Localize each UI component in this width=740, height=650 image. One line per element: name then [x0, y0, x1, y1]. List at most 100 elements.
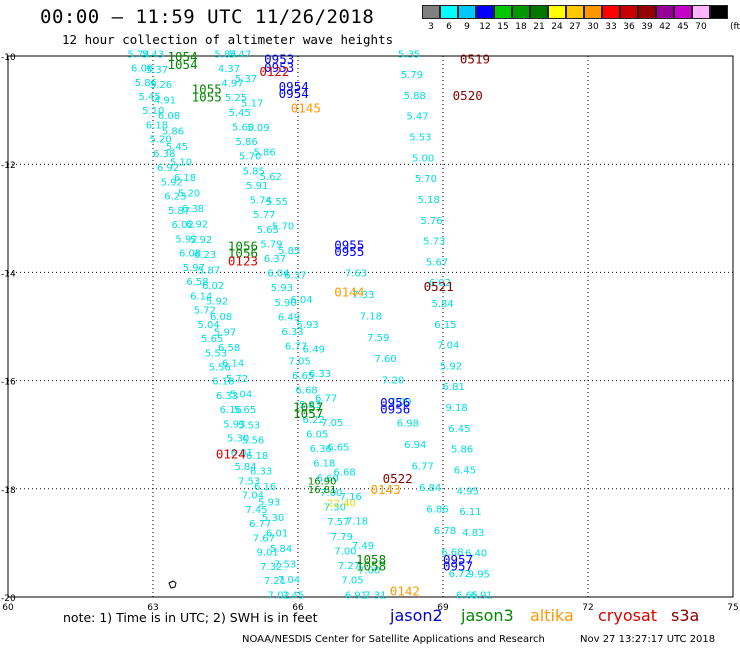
satellite-legend-cryosat: cryosat	[598, 606, 658, 625]
swh-value: 6.40	[465, 549, 487, 560]
colorbar-label: 27	[569, 22, 581, 32]
swh-value: 5.17	[241, 98, 263, 109]
satellite-legend-jason2: jason2	[390, 606, 443, 625]
swh-value: 5.92	[190, 235, 212, 246]
swh-value: 6.18	[212, 377, 234, 388]
swh-value: 7.45	[282, 590, 304, 601]
pass-time-label: 1057	[293, 400, 323, 415]
swh-value: 7.27	[338, 561, 360, 572]
lat-tick-label: -20	[1, 594, 16, 604]
swh-value: 5.20	[178, 188, 200, 199]
colorbar-swatch	[638, 5, 656, 19]
swh-value: 5.97	[183, 263, 205, 274]
colorbar-label: 70	[695, 22, 707, 32]
colorbar-label: 21	[533, 22, 545, 32]
swh-value: 5.55	[266, 197, 288, 208]
pass-time-label: 0123	[228, 253, 258, 268]
lon-tick-label: 69	[437, 603, 449, 613]
swh-value: 5.73	[423, 237, 445, 248]
colorbar-unit: (ft)	[730, 22, 740, 32]
swh-value: 7.57	[327, 517, 349, 528]
swh-value: 6.33	[309, 369, 331, 380]
swh-value: 5.86	[451, 445, 473, 456]
colorbar-label: 39	[641, 22, 653, 32]
swh-value: 4.91	[154, 96, 176, 107]
swh-value: 7.49	[352, 541, 374, 552]
swh-value: 7.02	[268, 590, 290, 601]
swh-value: 7.67	[253, 533, 275, 544]
swh-value: 6.23	[194, 250, 216, 261]
swh-value: 5.47	[406, 112, 428, 123]
colorbar-label: 3	[428, 22, 434, 32]
swh-value: 4.37	[218, 64, 240, 75]
pass-time-label: 1054	[168, 57, 198, 72]
swh-value: 5.30	[227, 434, 249, 445]
swh-value: 5.04	[230, 389, 252, 400]
swh-value: 6.45	[448, 424, 470, 435]
swh-value: 5.65	[234, 405, 256, 416]
swh-value: 7.04	[278, 575, 300, 586]
swh-value: 6.11	[459, 507, 481, 518]
swh-value: 6.65	[456, 590, 478, 601]
swh-value: 5.86	[236, 137, 258, 148]
swh-value: 5.72	[226, 374, 248, 385]
swh-value: 5.70	[415, 174, 437, 185]
swh-value: 5.84	[270, 544, 292, 555]
swh-value: 5.43	[142, 49, 164, 60]
colorbar-label: 33	[605, 22, 617, 32]
swh-value: 4.97	[221, 79, 243, 90]
swh-value: 5.86	[135, 78, 157, 89]
swh-value: 7.63	[345, 268, 367, 279]
swh-value: 6.04	[290, 295, 312, 306]
swh-value: 6.01	[266, 528, 288, 539]
footnote: note: 1) Time is in UTC; 2) SWH is in fe…	[63, 610, 318, 625]
pass-time-label: 0144	[334, 284, 364, 299]
swh-value: 6.08	[131, 64, 153, 75]
swh-value: 5.93	[297, 320, 319, 331]
pass-time-label: 0953	[264, 52, 294, 67]
swh-value: 6.77	[315, 394, 337, 405]
map-subtitle: 12 hour collection of altimeter wave hei…	[62, 32, 394, 47]
swh-value: 5.93	[223, 419, 245, 430]
swh-value: 5.76	[420, 216, 442, 227]
swh-value: 7.05	[341, 576, 363, 587]
lat-tick-label: -14	[1, 269, 16, 279]
colorbar-swatch	[566, 5, 584, 19]
credit-line: NOAA/NESDIS Center for Satellite Applica…	[242, 634, 545, 645]
colorbar-swatch	[602, 5, 620, 19]
swh-value: 5.37	[146, 65, 168, 76]
pass-time-label: 0519	[460, 52, 490, 67]
swh-value: 6.77	[285, 342, 307, 353]
swh-value: 5.87	[198, 266, 220, 277]
swh-value: 6.37	[264, 254, 286, 265]
swh-value: 5.45	[138, 92, 160, 103]
swh-value: 7.20	[382, 376, 404, 387]
satellite-legend-altika: altika	[530, 606, 574, 625]
swh-value: 5.93	[258, 498, 280, 509]
swh-value: 5.93	[271, 283, 293, 294]
swh-value: 6.37	[284, 271, 306, 282]
swh-value: 6.16	[220, 405, 242, 416]
swh-value: 6.14	[190, 291, 212, 302]
lon-tick-label: 60	[2, 603, 14, 613]
swh-value: 6.23	[164, 192, 186, 203]
swh-value: 5.25	[225, 93, 247, 104]
colorbar-swatch	[620, 5, 638, 19]
colorbar-swatch	[440, 5, 458, 19]
swh-value: 7.53	[238, 476, 260, 487]
swh-value: 6.18	[174, 173, 196, 184]
swh-value: 6.68	[333, 467, 355, 478]
swh-value: 5.92	[175, 234, 197, 245]
swh-value: 6.78	[434, 526, 456, 537]
swh-value: 6.68	[441, 547, 463, 558]
swh-value: 6.02	[202, 281, 224, 292]
swh-value: 6.05	[306, 429, 328, 440]
swh-value: 6.02	[172, 220, 194, 231]
colorbar-label: 36	[623, 22, 635, 32]
swh-value: 6.18	[246, 451, 268, 462]
swh-value: 16.90	[308, 477, 337, 488]
colorbar-swatch	[422, 5, 440, 19]
swh-value: 6.65	[327, 443, 349, 454]
swh-value: 5.79	[401, 70, 423, 81]
